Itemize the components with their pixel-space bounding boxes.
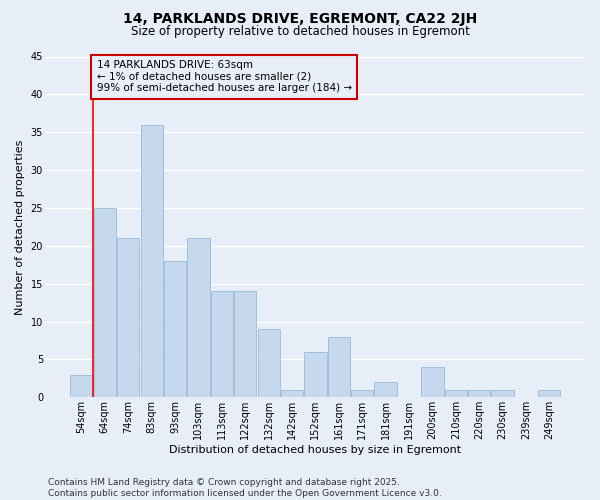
Bar [257, 329, 280, 398]
Bar [445, 390, 467, 398]
Bar [351, 390, 373, 398]
Bar [421, 367, 443, 398]
Bar [374, 382, 397, 398]
Bar [468, 390, 490, 398]
Bar [94, 208, 116, 398]
Bar [234, 292, 256, 398]
Text: 14, PARKLANDS DRIVE, EGREMONT, CA22 2JH: 14, PARKLANDS DRIVE, EGREMONT, CA22 2JH [123, 12, 477, 26]
Bar [328, 336, 350, 398]
Bar [164, 261, 186, 398]
Bar [211, 292, 233, 398]
Text: Contains HM Land Registry data © Crown copyright and database right 2025.
Contai: Contains HM Land Registry data © Crown c… [48, 478, 442, 498]
Bar [491, 390, 514, 398]
Bar [538, 390, 560, 398]
Y-axis label: Number of detached properties: Number of detached properties [15, 139, 25, 314]
Text: 14 PARKLANDS DRIVE: 63sqm
← 1% of detached houses are smaller (2)
99% of semi-de: 14 PARKLANDS DRIVE: 63sqm ← 1% of detach… [97, 60, 352, 94]
Bar [117, 238, 139, 398]
Bar [304, 352, 326, 398]
Bar [140, 124, 163, 398]
Text: Size of property relative to detached houses in Egremont: Size of property relative to detached ho… [131, 25, 469, 38]
Bar [281, 390, 303, 398]
Bar [70, 374, 92, 398]
Bar [187, 238, 209, 398]
X-axis label: Distribution of detached houses by size in Egremont: Distribution of detached houses by size … [169, 445, 461, 455]
